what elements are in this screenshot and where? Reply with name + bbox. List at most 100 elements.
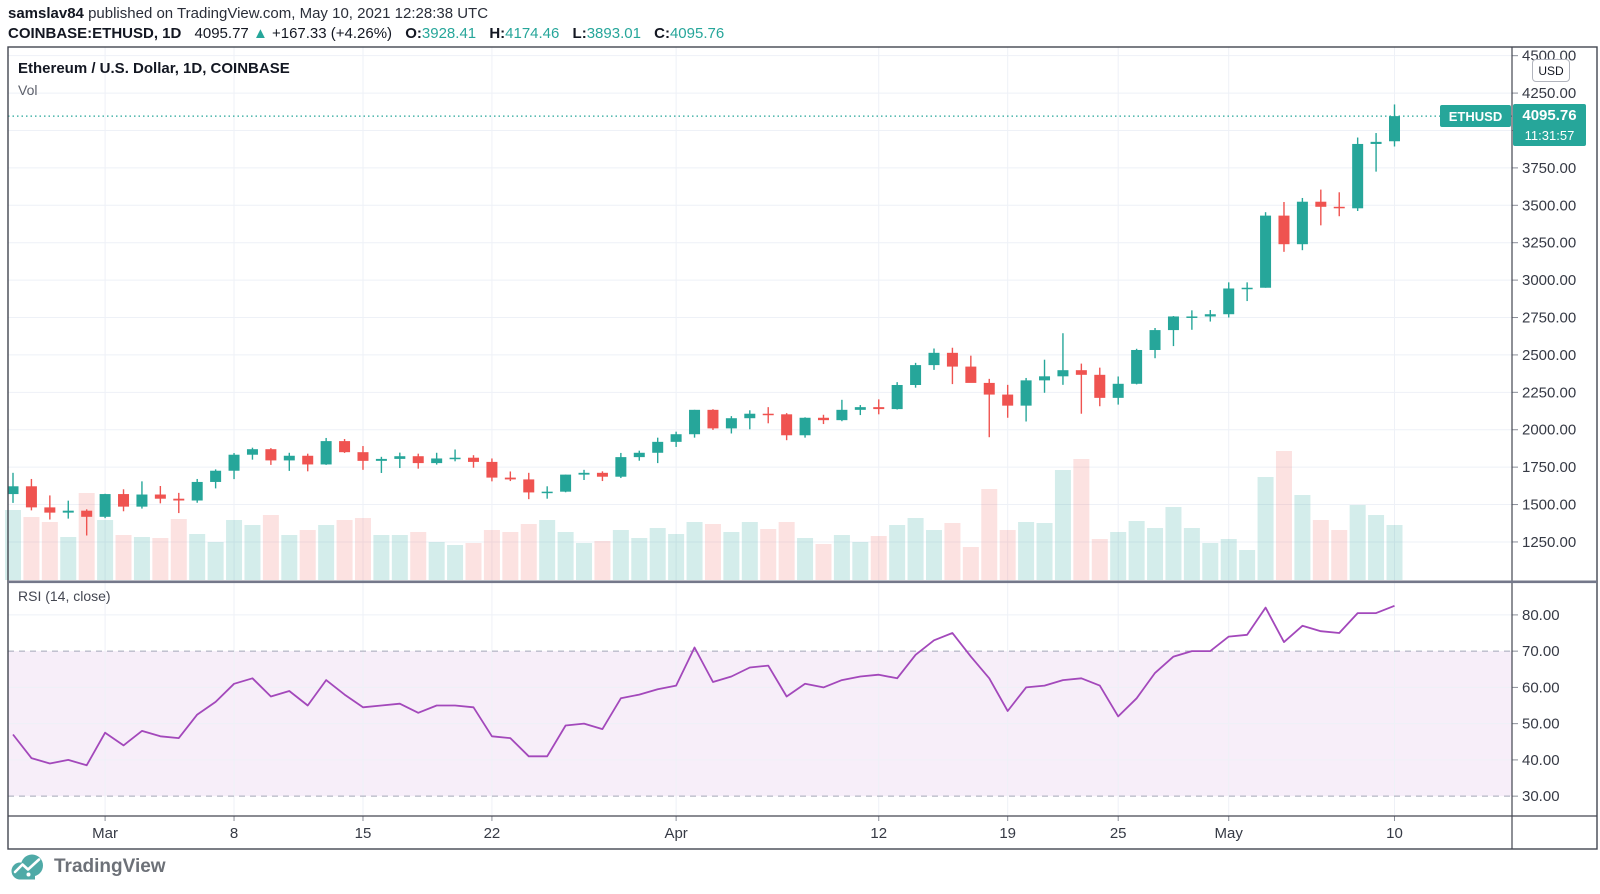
main-pane[interactable] (8, 47, 1512, 581)
candle (210, 469, 222, 489)
candle (596, 471, 608, 482)
volume-bar (815, 544, 832, 580)
tradingview-brand[interactable]: TradingView (10, 852, 166, 882)
candle (320, 437, 332, 465)
candle (265, 448, 277, 465)
volume-bar (557, 532, 574, 580)
rsi-indicator-label: RSI (14, close) (18, 588, 111, 604)
volume-bar (1275, 451, 1292, 580)
candle (1315, 189, 1327, 226)
rsi-tick-label: 80.00 (1522, 607, 1560, 624)
rsi-tick-label: 50.00 (1522, 716, 1560, 733)
volume-bar (760, 529, 777, 580)
candle (302, 453, 314, 472)
high-value: 4174.46 (505, 25, 560, 42)
volume-bar (336, 520, 353, 580)
volume-bar (723, 532, 740, 580)
candle (357, 446, 369, 470)
author-name: samslav84 (8, 5, 84, 22)
candle (689, 409, 701, 438)
volume-bar (1036, 523, 1053, 580)
candle (62, 500, 74, 519)
candle (1039, 359, 1051, 393)
bar-countdown: 11:31:57 (1524, 128, 1575, 143)
volume-bar (483, 530, 500, 580)
volume-bar (281, 535, 298, 580)
candle (339, 439, 351, 453)
price-tick-label: 2250.00 (1522, 384, 1576, 401)
volume-bar (797, 538, 814, 580)
symbol-price-tag: ETHUSD (1440, 105, 1511, 127)
price-tick-label: 3500.00 (1522, 197, 1576, 214)
candle (246, 447, 258, 460)
candle (283, 452, 295, 471)
volume-bar (1018, 522, 1035, 580)
candle (965, 355, 977, 383)
volume-bar (299, 530, 316, 580)
volume-bar (1386, 525, 1403, 580)
volume-bar (97, 520, 114, 580)
time-tick-label: Mar (92, 825, 118, 842)
volume-bar (668, 534, 685, 580)
volume-bar (1110, 532, 1127, 580)
rsi-tick-label: 70.00 (1522, 643, 1560, 660)
candle (946, 347, 958, 385)
volume-bar (926, 530, 942, 580)
time-tick-label: Apr (664, 825, 687, 842)
time-tick-label: 25 (1110, 825, 1127, 842)
time-tick-label: 12 (870, 825, 887, 842)
pane-divider[interactable] (8, 580, 1597, 584)
high-label: H: (489, 25, 506, 42)
candle (1352, 137, 1364, 211)
volume-bar (1183, 528, 1200, 580)
volume-bar (944, 523, 961, 580)
candle (744, 410, 756, 430)
tradingview-logo-icon (11, 854, 43, 880)
candle (725, 416, 737, 434)
candle (1094, 367, 1106, 407)
candle (118, 489, 130, 512)
low-value: 3893.01 (586, 25, 641, 42)
candle (873, 399, 885, 415)
time-tick-label: 15 (355, 825, 372, 842)
candle (412, 453, 424, 469)
candle (136, 481, 148, 509)
volume-bar (1257, 477, 1274, 580)
volume-bar (410, 532, 427, 580)
price-tick-label: 3750.00 (1522, 160, 1576, 177)
volume-bar (981, 489, 998, 580)
volume-bar (576, 543, 593, 580)
candle (817, 414, 829, 425)
time-tick-label: 22 (484, 825, 501, 842)
candle (560, 474, 572, 493)
rsi-pane[interactable] (8, 583, 1512, 815)
rsi-tick-label: 40.00 (1522, 752, 1560, 769)
volume-bar (539, 520, 556, 580)
candle (1149, 327, 1161, 359)
volume-bar (60, 537, 77, 580)
volume-bar (778, 522, 795, 580)
time-axis[interactable] (8, 816, 1512, 849)
volume-bar (1128, 521, 1145, 580)
symbol-status-line: COINBASE:ETHUSD, 1D 4095.77 ▲ +167.33 (+… (8, 25, 724, 42)
volume-bar (23, 517, 40, 580)
volume-bar (115, 535, 132, 580)
volume-bar (170, 519, 187, 580)
candle (541, 486, 553, 499)
candle (1075, 363, 1087, 414)
last-price-value: 4095.76 (1522, 107, 1577, 124)
rsi-line (12, 604, 1395, 767)
candle (799, 417, 811, 438)
volume-bar (41, 522, 58, 580)
low-label: L: (572, 25, 587, 42)
candle (228, 453, 240, 480)
open-label: O: (405, 25, 422, 42)
close-value: 4095.76 (669, 25, 725, 42)
volume-bar (612, 530, 629, 580)
time-tick-label: 8 (230, 825, 238, 842)
candle (504, 471, 516, 482)
price-axis[interactable] (1512, 47, 1597, 816)
currency-toggle-button[interactable]: USD (1532, 59, 1570, 82)
